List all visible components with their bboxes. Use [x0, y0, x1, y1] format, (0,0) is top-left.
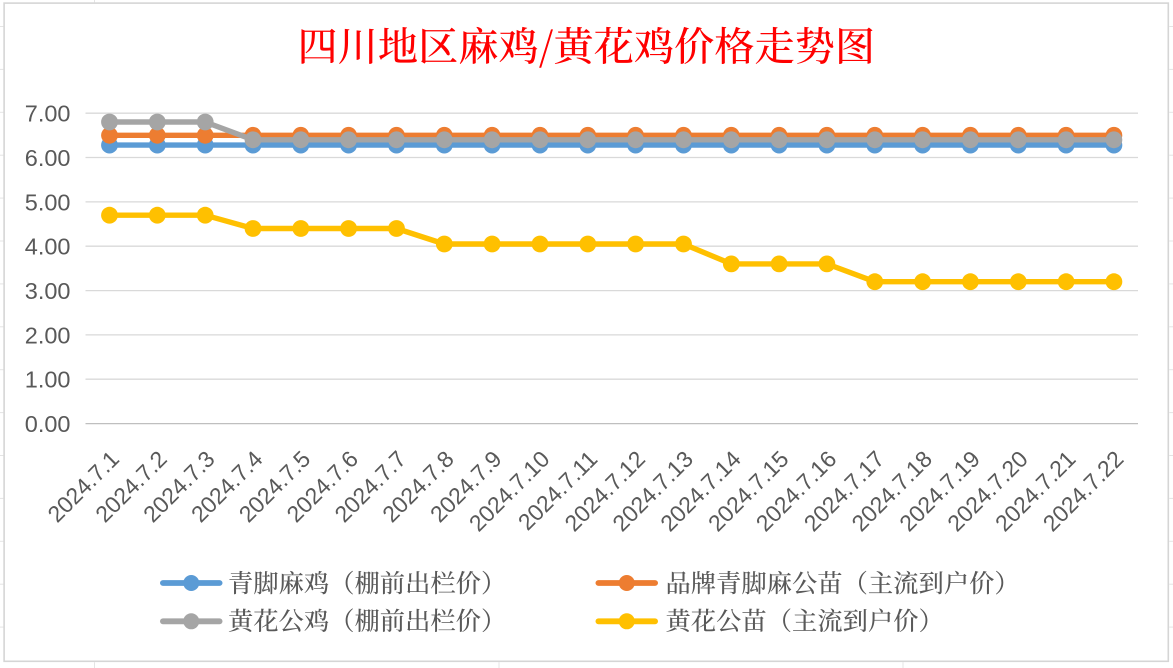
svg-text:4.00: 4.00	[25, 234, 71, 260]
svg-text:5.00: 5.00	[25, 189, 71, 215]
svg-text:3.00: 3.00	[25, 278, 71, 304]
svg-text:7.00: 7.00	[25, 101, 71, 127]
svg-text:0.00: 0.00	[25, 411, 71, 437]
svg-text:6.00: 6.00	[25, 145, 71, 171]
svg-text:1.00: 1.00	[25, 367, 71, 393]
svg-text:2.00: 2.00	[25, 322, 71, 348]
